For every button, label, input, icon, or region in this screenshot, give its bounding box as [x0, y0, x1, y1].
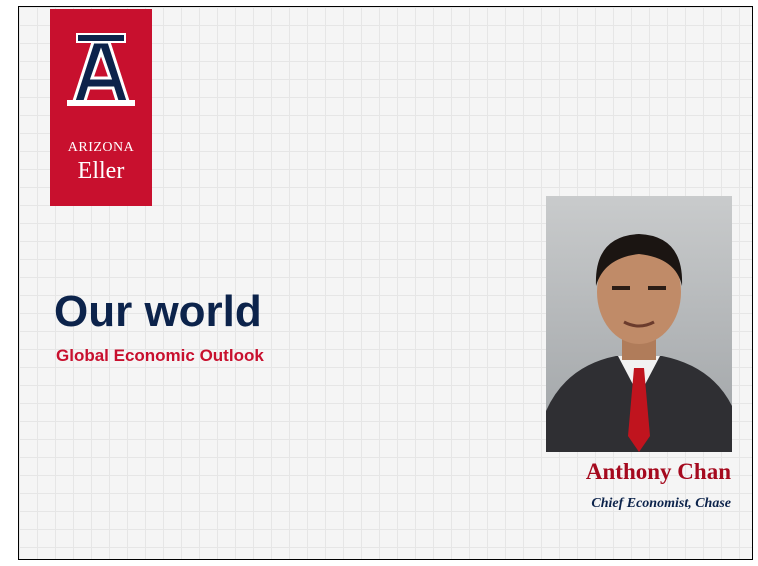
slide-subtitle: Global Economic Outlook: [56, 346, 264, 366]
speaker-name: Anthony Chan: [586, 459, 731, 485]
speaker-role: Chief Economist, Chase: [591, 496, 731, 512]
logo-mark: [50, 9, 152, 139]
speaker-photo: [546, 196, 732, 452]
slide: ARIZONA Eller Our world Global Economic …: [18, 6, 753, 560]
university-name: ARIZONA: [50, 140, 152, 156]
slide-title: Our world: [54, 287, 262, 337]
logo-banner: ARIZONA Eller: [50, 9, 152, 206]
school-name: Eller: [50, 158, 152, 185]
